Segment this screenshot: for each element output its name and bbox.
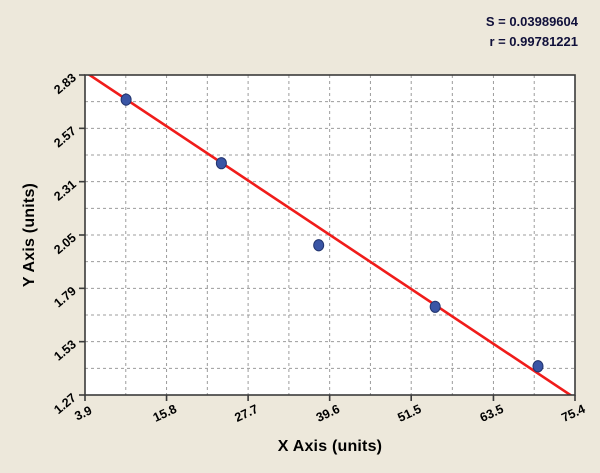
regression-line [87,75,573,395]
s-value: S = 0.03989604 [485,14,578,29]
x-axis-title: X Axis (units) [277,438,383,455]
x-tick-label: 63.5 [478,402,506,425]
x-tick-label: 75.4 [559,402,587,425]
x-tick-label: 39.6 [314,402,342,425]
x-tick-label: 27.7 [232,402,260,425]
y-tick-label: 1.79 [51,284,79,310]
y-tick-label: 1.53 [51,337,79,363]
x-tick-label: 15.8 [151,402,179,425]
y-tick-label: 2.57 [51,124,79,150]
data-point [313,239,325,252]
data-point [120,93,132,106]
x-tick-label: 3.9 [72,403,94,423]
y-tick-label: 2.31 [51,177,79,203]
stats-annotation: S = 0.03989604 r = 0.99781221 [486,12,578,52]
data-point [215,157,227,170]
data-point [532,360,544,373]
data-point [429,300,441,313]
y-tick-label: 2.05 [51,231,79,257]
x-tick-label: 51.5 [396,402,424,425]
y-tick-label: 2.83 [51,71,79,97]
y-axis-title: Y Axis (units) [21,182,38,288]
r-value: r = 0.99781221 [489,34,578,50]
